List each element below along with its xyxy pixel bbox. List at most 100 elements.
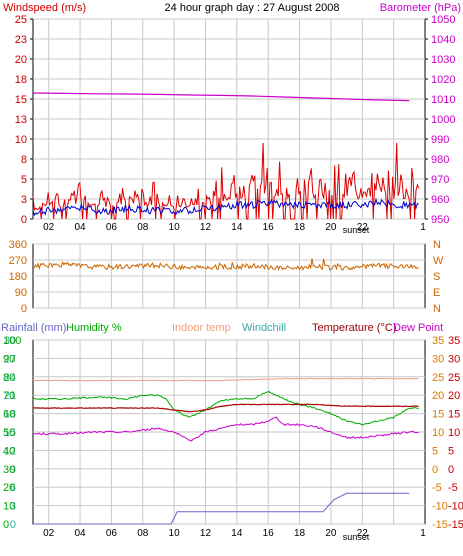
sunset-label: sunset [343, 225, 370, 234]
y-tick-label: 0 [21, 214, 27, 226]
humidity-tick-label: 30 [3, 464, 15, 476]
temp2-tick-label: 0 [448, 464, 454, 476]
x-tick-label: 14 [231, 528, 243, 539]
x-tick-label: 16 [263, 528, 275, 539]
y2-tick-label: 970 [431, 174, 449, 186]
x-tick-label: 14 [231, 222, 243, 233]
right-axis-label: Barometer (hPa) [380, 2, 461, 14]
rain-tick-label: 18 [4, 409, 16, 421]
temp2-tick-label: 35 [448, 335, 460, 347]
legend-rainfall: Rainfall (mm) [1, 322, 66, 334]
compass-tick-label: E [433, 287, 440, 299]
temperature-humidity-chart: 0369121518212427300102030405060708090100… [3, 335, 463, 542]
temp-tick-label: 15 [432, 409, 444, 421]
temp-tick-label: 0 [432, 464, 438, 476]
x-tick-label: 22 [357, 528, 369, 539]
rain-tick-label: 30 [4, 335, 16, 347]
temp2-tick-label: -10 [448, 501, 463, 513]
x-tick-label: 1 [420, 222, 426, 233]
bottom-chart-legend: Rainfall (mm) Humidity % Indoor temp Windch… [1, 322, 443, 334]
y-tick-label: 25 [15, 14, 27, 26]
rain-tick-label: 0 [10, 519, 16, 531]
windspeed-average-line [32, 197, 420, 217]
rain-tick-label: 9 [10, 464, 16, 476]
humidity-tick-label: 100 [3, 335, 21, 347]
barometer-line [32, 92, 410, 102]
temp-tick-label: 5 [432, 445, 438, 457]
temp2-tick-label: -15 [448, 519, 463, 531]
x-tick-label: 18 [294, 222, 306, 233]
rain-tick-label: 15 [4, 427, 16, 439]
legend-temperature: Temperature (°C) [312, 322, 396, 334]
y-tick-label: 90 [15, 287, 27, 299]
compass-tick-label: N [433, 239, 441, 251]
temp2-tick-label: 15 [448, 409, 460, 421]
rainfall-line [33, 492, 410, 525]
dewpoint-line [32, 416, 419, 442]
rain-tick-label: 24 [4, 372, 16, 384]
temp-tick-label: -10 [432, 501, 448, 513]
y2-tick-label: 1030 [431, 54, 455, 66]
left-axis-label: Windspeed (m/s) [3, 2, 86, 14]
temp-tick-label: 30 [432, 353, 444, 365]
y-tick-label: 180 [9, 271, 27, 283]
y-tick-label: 270 [9, 255, 27, 267]
rain-tick-label: 3 [10, 501, 16, 513]
y-tick-label: 10 [15, 134, 27, 146]
x-tick-label: 1 [420, 528, 426, 539]
y2-tick-label: 1000 [431, 114, 455, 126]
y2-tick-label: 960 [431, 194, 449, 206]
legend-dewpoint: Dew Point [393, 322, 443, 334]
x-tick-label: 10 [169, 222, 181, 233]
x-tick-label: 04 [74, 222, 86, 233]
x-tick-label: 06 [106, 528, 118, 539]
temp-tick-label: 35 [432, 335, 444, 347]
y-tick-label: 23 [15, 34, 27, 46]
y2-tick-label: 950 [431, 214, 449, 226]
x-tick-label: 02 [43, 528, 55, 539]
compass-tick-label: W [433, 255, 444, 267]
wind-direction-line [32, 258, 419, 271]
temperature-line [32, 403, 419, 413]
humidity-tick-label: 10 [3, 501, 15, 513]
x-tick-label: 06 [106, 222, 118, 233]
y2-tick-label: 980 [431, 154, 449, 166]
compass-tick-label: N [433, 303, 441, 315]
x-tick-label: 16 [263, 222, 275, 233]
humidity-tick-label: 0 [3, 519, 9, 531]
temp2-tick-label: -5 [448, 482, 458, 494]
wind-barometer-chart: Windspeed (m/s) 24 hour graph day : 27 Au… [3, 2, 461, 234]
temp-tick-label: 25 [432, 372, 444, 384]
x-tick-label: 10 [169, 528, 181, 539]
temp2-tick-label: 30 [448, 353, 460, 365]
rain-tick-label: 12 [4, 445, 16, 457]
humidity-line [32, 390, 419, 426]
y-tick-label: 8 [21, 154, 27, 166]
x-tick-label: 12 [200, 528, 212, 539]
x-tick-label: 08 [137, 222, 149, 233]
rain-tick-label: 27 [4, 353, 16, 365]
windspeed-gust-line [32, 142, 420, 220]
y-tick-label: 3 [21, 194, 27, 206]
temp2-tick-label: 20 [448, 390, 460, 402]
y2-tick-label: 1020 [431, 74, 455, 86]
temp-tick-label: -5 [432, 482, 442, 494]
rain-tick-label: 6 [10, 482, 16, 494]
humidity-tick-label: 20 [3, 482, 15, 494]
humidity-tick-label: 70 [3, 390, 15, 402]
temp-tick-label: 10 [432, 427, 444, 439]
y2-tick-label: 1010 [431, 94, 455, 106]
y-tick-label: 15 [15, 94, 27, 106]
x-tick-label: 20 [325, 528, 337, 539]
indoor-temp-line [32, 377, 419, 382]
humidity-tick-label: 90 [3, 353, 15, 365]
x-tick-label: 02 [43, 222, 55, 233]
y2-tick-label: 1040 [431, 34, 455, 46]
humidity-tick-label: 50 [3, 427, 15, 439]
legend-indoor-temp: Indoor temp [172, 322, 231, 334]
y-tick-label: 5 [21, 174, 27, 186]
x-tick-label: 12 [200, 222, 212, 233]
chart-title: 24 hour graph day : 27 August 2008 [165, 2, 340, 14]
